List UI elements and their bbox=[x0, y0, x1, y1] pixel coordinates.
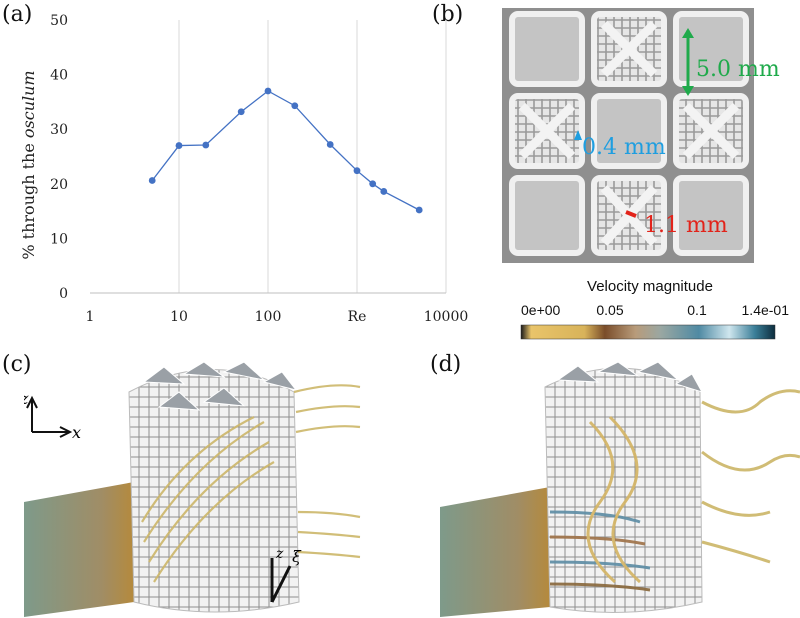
y-tick-label: 10 bbox=[50, 231, 68, 247]
y-axis-label: % through the osculum bbox=[19, 70, 38, 259]
axis-glyph-x-label: x bbox=[72, 423, 81, 442]
colorbar-tick-0: 0e+00 bbox=[521, 302, 561, 318]
axis-glyph-z-label: z bbox=[24, 389, 29, 408]
local-axis-xi-label: ξ bbox=[292, 547, 302, 566]
x-tick-label: 100 bbox=[255, 309, 282, 325]
sponge-body bbox=[544, 367, 703, 613]
dimension-label-small: 1.1 mm bbox=[644, 213, 728, 238]
x-tick-label: Re bbox=[348, 309, 367, 325]
inflow-stream bbox=[440, 487, 550, 617]
panel-label-b: (b) bbox=[432, 2, 464, 27]
x-tick-label: 10000 bbox=[424, 309, 469, 325]
panel-label-c: (c) bbox=[2, 352, 32, 377]
streamlines bbox=[549, 389, 800, 592]
data-point bbox=[326, 141, 334, 148]
data-point bbox=[291, 102, 299, 110]
data-point bbox=[380, 188, 388, 195]
lattice-render: 5.0 mm 0.4 mm 1.1 mm bbox=[502, 8, 780, 263]
axis-glyph bbox=[26, 395, 73, 438]
dimension-label-large: 5.0 mm bbox=[696, 57, 780, 82]
data-point bbox=[264, 87, 272, 95]
colorbar-tick-2: 0.1 bbox=[687, 302, 707, 318]
data-point bbox=[415, 206, 423, 214]
sponge-ridges bbox=[556, 362, 704, 393]
y-tick-label: 20 bbox=[50, 177, 68, 193]
x-tick-label: 10 bbox=[170, 309, 188, 325]
streamlines bbox=[141, 384, 361, 583]
x-tick-label: 1 bbox=[86, 309, 95, 325]
colorbar-tick-3: 1.4e-01 bbox=[742, 302, 790, 318]
y-tick-label: 40 bbox=[50, 68, 68, 84]
lattice-cells bbox=[509, 11, 749, 256]
inflow-stream bbox=[24, 482, 134, 617]
panel-label-a: (a) bbox=[2, 2, 33, 27]
line-chart: 1 10 100 Re 10000 0 10 20 30 40 50 % through the o… bbox=[19, 13, 469, 325]
dimension-label-medium: 0.4 mm bbox=[582, 135, 666, 160]
data-point bbox=[237, 108, 245, 116]
data-point bbox=[202, 141, 210, 149]
colorbar-tick-1: 0.05 bbox=[596, 302, 623, 318]
y-tick-label: 30 bbox=[50, 122, 68, 138]
data-point bbox=[175, 142, 183, 149]
dimension-arrow-small bbox=[625, 210, 637, 218]
series-line bbox=[151, 90, 420, 211]
data-point bbox=[353, 167, 361, 175]
dimension-arrow-medium bbox=[574, 130, 582, 140]
local-axis-glyph bbox=[270, 558, 292, 603]
data-point bbox=[148, 177, 156, 184]
streamline-render-d bbox=[440, 362, 800, 617]
sponge-ridges bbox=[142, 362, 298, 411]
colorbar-title: Velocity magnitude bbox=[587, 278, 713, 295]
colorbar: Velocity magnitude 0e+00 0.05 0.1 1.4e-0… bbox=[520, 278, 790, 340]
sponge-body bbox=[128, 369, 300, 613]
colorbar-gradient bbox=[520, 324, 776, 340]
y-tick-label: 50 bbox=[50, 13, 68, 29]
panel-label-d: (d) bbox=[430, 352, 462, 377]
data-point bbox=[369, 180, 377, 188]
y-tick-label: 0 bbox=[59, 286, 68, 302]
streamline-render-c: z x z ξ bbox=[24, 362, 361, 617]
local-axis-z-label: z bbox=[275, 546, 284, 562]
